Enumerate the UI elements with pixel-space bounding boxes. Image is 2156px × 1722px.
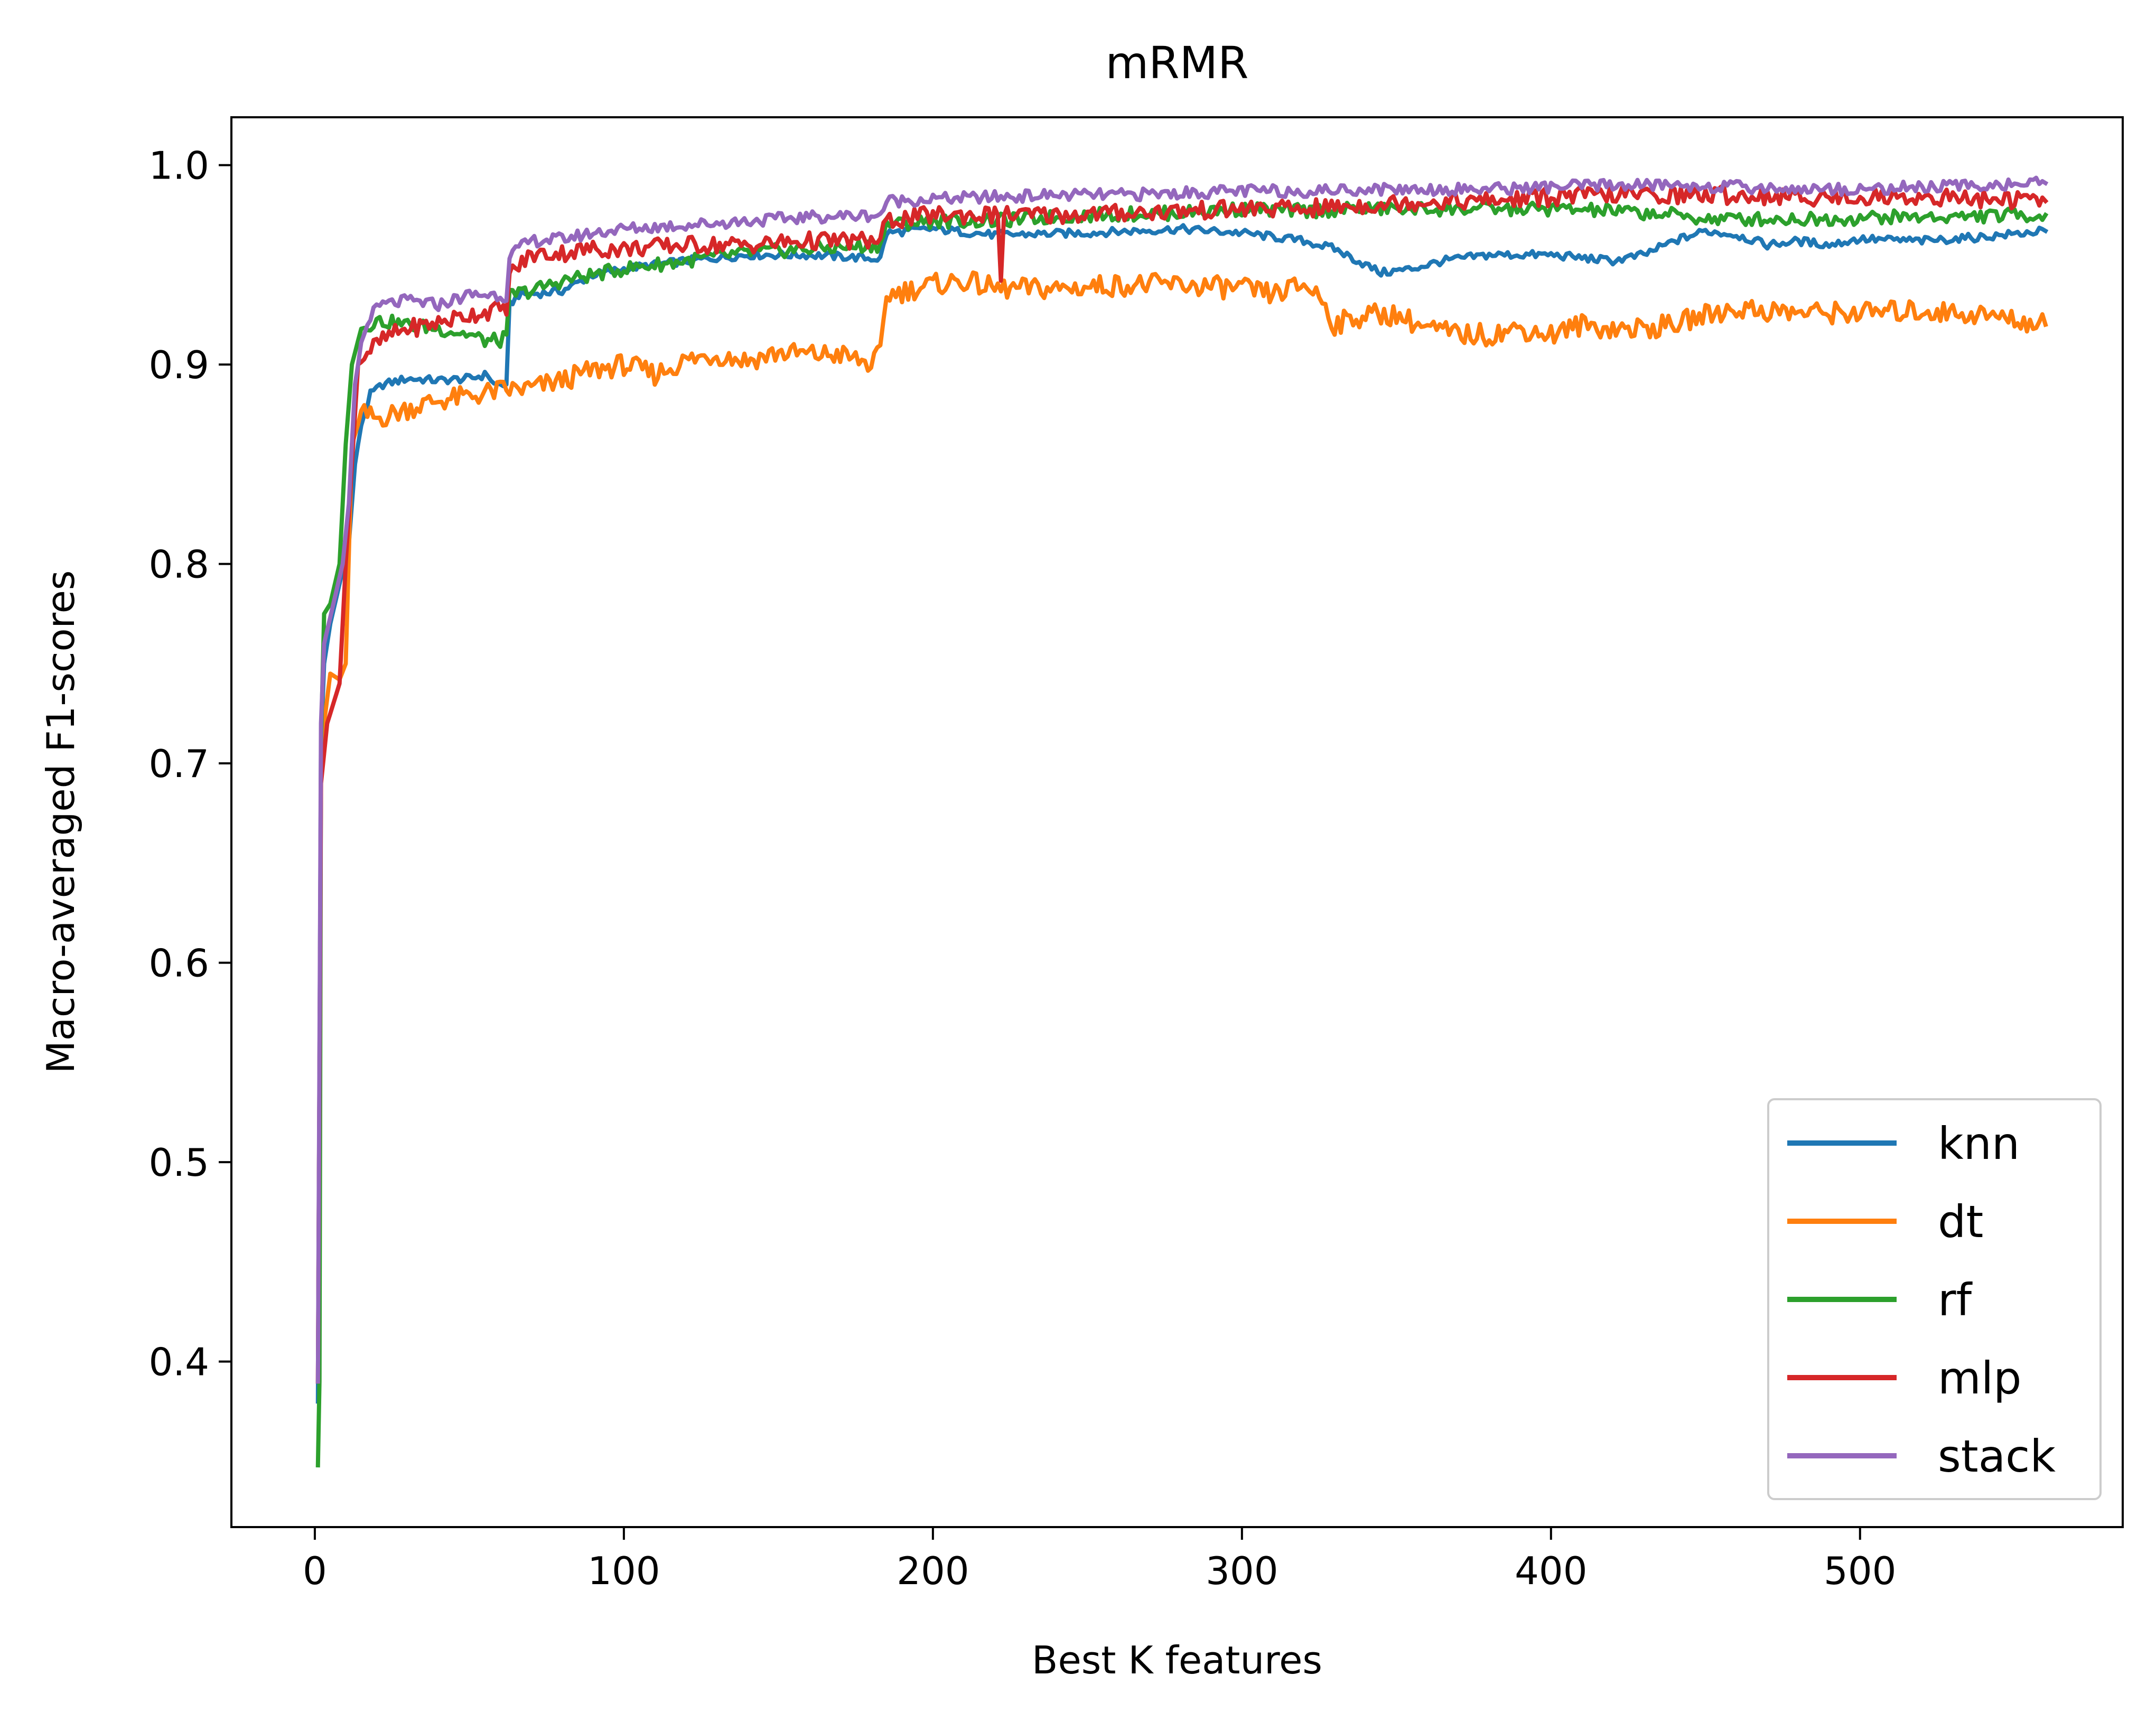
x-tick-label: 400: [1515, 1549, 1587, 1593]
series-layer: [315, 175, 2049, 1468]
y-tick-label: 1.0: [148, 144, 209, 188]
y-tick-label: 0.6: [148, 941, 209, 986]
y-tick-label: 0.4: [148, 1340, 209, 1384]
y-tick-label: 0.5: [148, 1140, 209, 1185]
y-tick-label: 0.9: [148, 343, 209, 387]
series-line-dt: [315, 270, 2048, 1384]
legend-label-dt: dt: [1938, 1196, 1983, 1248]
x-tick-label: 0: [303, 1549, 327, 1593]
legend-label-knn: knn: [1938, 1118, 2020, 1169]
series-line-mlp: [315, 184, 2049, 1384]
legend-label-stack: stack: [1938, 1430, 2056, 1482]
legend-label-rf: rf: [1938, 1274, 1973, 1326]
x-tick-label: 100: [587, 1549, 660, 1593]
chart-title: mRMR: [1105, 37, 1248, 89]
plot-frame: [230, 116, 2124, 1528]
x-tick-label: 500: [1824, 1549, 1896, 1593]
y-axis-label: Macro-averaged F1-scores: [39, 570, 83, 1074]
axis-ticks: 0 100 200 300 400 500 0.4 0.5 0.6 0.7 0.8 0.9 1.0: [148, 144, 1896, 1593]
legend-items: knn dt rf mlp stack: [1787, 1118, 2056, 1482]
x-axis-label: Best K features: [1032, 1638, 1322, 1682]
y-tick-label: 0.7: [148, 742, 209, 786]
y-tick-label: 0.8: [148, 542, 209, 587]
series-line-stack: [315, 175, 2049, 1384]
x-tick-label: 200: [897, 1549, 969, 1593]
x-tick-label: 300: [1206, 1549, 1278, 1593]
legend-box: [1767, 1098, 2102, 1500]
legend-label-mlp: mlp: [1938, 1352, 2021, 1404]
legend: knn dt rf mlp stack: [1767, 1098, 2102, 1500]
